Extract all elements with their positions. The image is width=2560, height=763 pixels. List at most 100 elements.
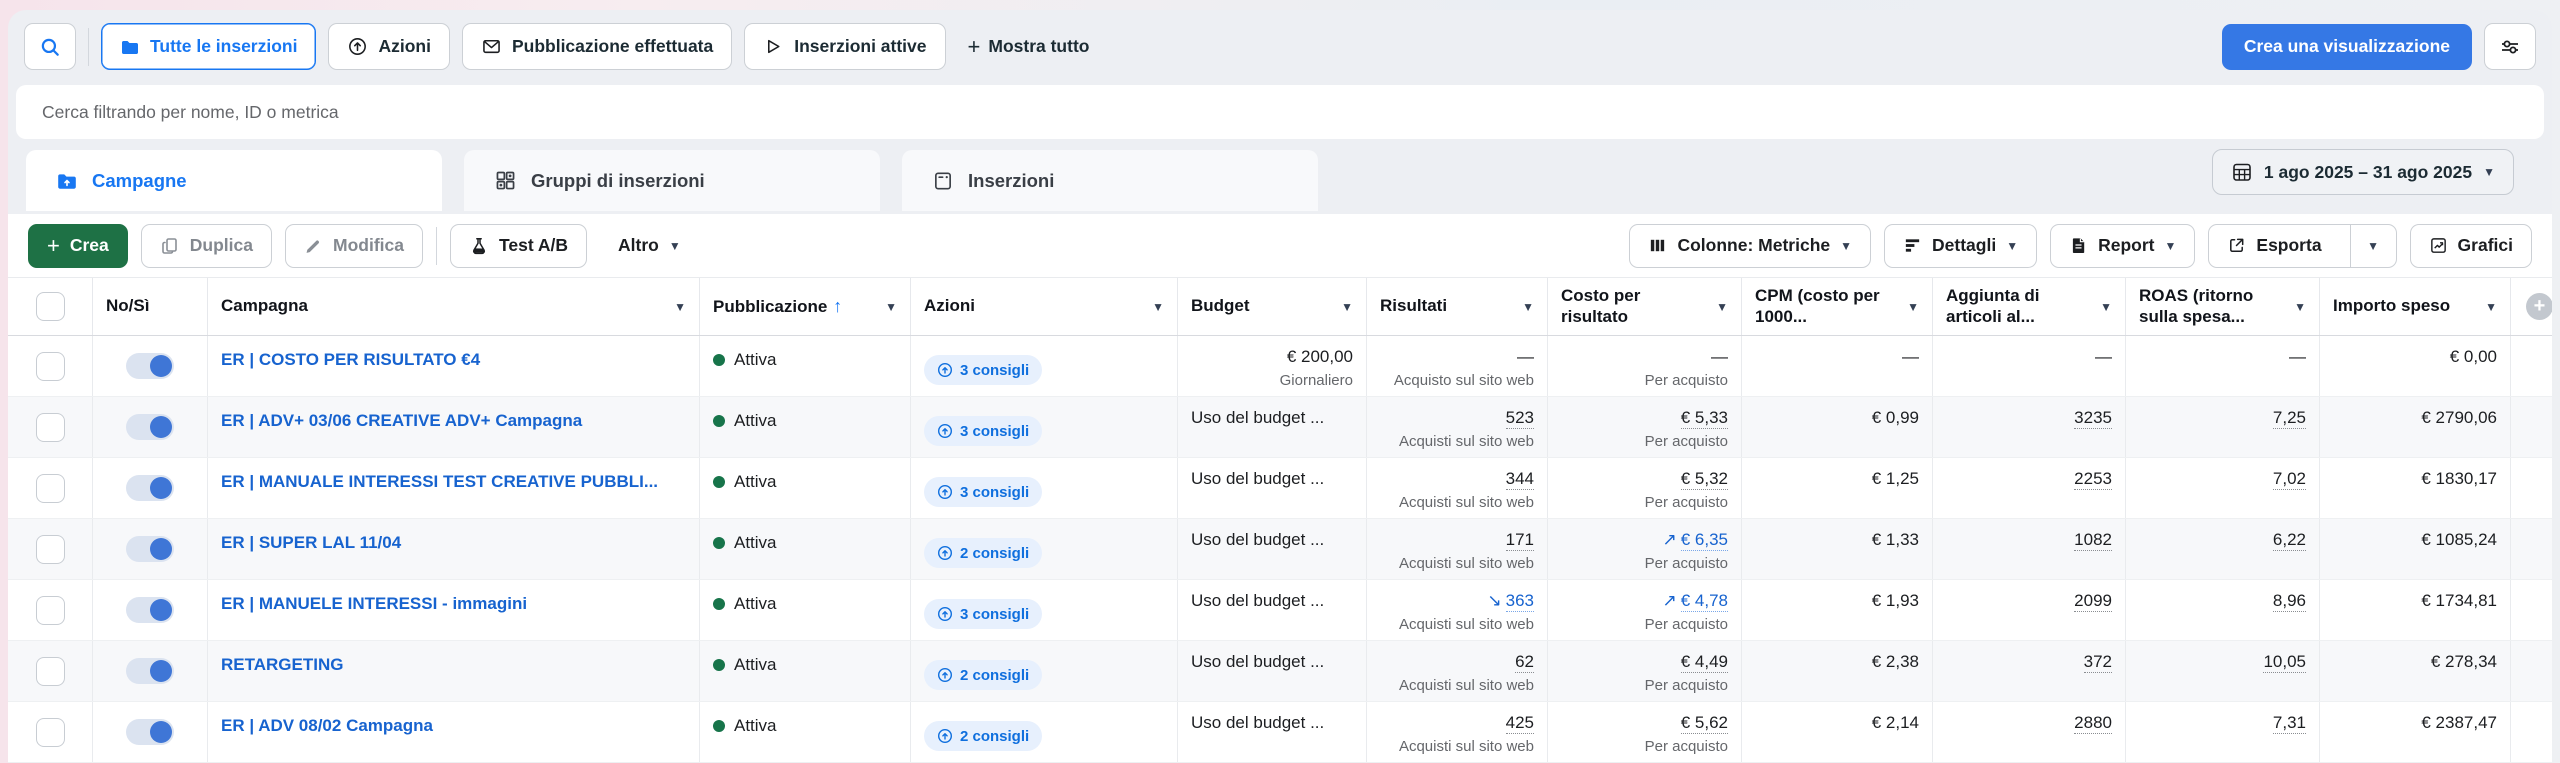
row-checkbox[interactable] (36, 535, 65, 564)
amount-spent-cell: € 278,34 (2320, 641, 2511, 701)
add-to-cart-cell: 1082 (1933, 519, 2126, 579)
results-value: 62 (1515, 652, 1534, 673)
tab-label: Campagne (92, 170, 187, 192)
filter-chip-active-ads[interactable]: Inserzioni attive (744, 23, 945, 70)
duplicate-button[interactable]: Duplica (141, 224, 272, 268)
filter-chip-all-ads[interactable]: Tutte le inserzioni (101, 23, 316, 70)
campaign-name-link[interactable]: ER | MANUELE INTERESSI - immagini (221, 594, 527, 614)
tab-gruppi-di-inserzioni[interactable]: Gruppi di inserzioni (464, 150, 880, 211)
col-header-aggiunta-articoli[interactable]: Aggiunta di articoli al... (1933, 278, 2126, 335)
tab-inserzioni[interactable]: Inserzioni (902, 150, 1318, 211)
row-checkbox[interactable] (36, 657, 65, 686)
add-column-icon[interactable]: + (2526, 293, 2552, 320)
charts-button[interactable]: Grafici (2410, 224, 2532, 268)
row-checkbox[interactable] (36, 352, 65, 381)
add-column-header[interactable]: + (2511, 278, 2552, 335)
status-label: Attiva (734, 716, 777, 736)
campaign-name-link[interactable]: RETARGETING (221, 655, 343, 675)
details-icon (1903, 236, 1922, 255)
create-view-button[interactable]: Crea una visualizzazione (2222, 24, 2472, 70)
add-to-cart-value: 1082 (2074, 530, 2112, 551)
campaign-name-link[interactable]: ER | COSTO PER RISULTATO €4 (221, 350, 480, 370)
col-header-azioni[interactable]: Azioni (911, 278, 1178, 335)
campaign-name-link[interactable]: ER | MANUALE INTERESSI TEST CREATIVE PUB… (221, 472, 658, 492)
filter-chip-delivery[interactable]: Pubblicazione effettuata (462, 23, 732, 70)
select-all-checkbox[interactable] (36, 292, 65, 321)
filters-settings-button[interactable] (2484, 23, 2536, 70)
more-button[interactable]: Altro (600, 224, 699, 268)
roas-value: 7,02 (2273, 469, 2306, 490)
table-body: ER | COSTO PER RISULTATO €4 Attiva 3 con… (8, 336, 2552, 763)
campaign-name-link[interactable]: ER | ADV+ 03/06 CREATIVE ADV+ Campagna (221, 411, 582, 431)
row-checkbox[interactable] (36, 718, 65, 747)
budget-value: Uso del budget ... (1191, 651, 1353, 673)
campaign-toggle[interactable] (126, 658, 174, 684)
results-cell: 344 Acquisti sul sito web (1367, 458, 1548, 518)
tab-campagne[interactable]: Campagne (26, 150, 442, 211)
search-bar (16, 85, 2544, 139)
table-panel: + Crea Duplica Modifica Test A/B Altro (8, 214, 2552, 763)
actions-cell: 2 consigli (911, 702, 1178, 762)
col-header-roas[interactable]: ROAS (ritorno sulla spesa... (2126, 278, 2320, 335)
export-button[interactable]: Esporta (2209, 225, 2339, 267)
search-input[interactable] (42, 102, 2518, 123)
row-checkbox[interactable] (36, 474, 65, 503)
col-header-campagna[interactable]: Campagna (208, 278, 700, 335)
filter-chip-actions[interactable]: Azioni (328, 23, 450, 70)
col-header-risultati[interactable]: Risultati (1367, 278, 1548, 335)
row-toggle-cell (93, 702, 208, 762)
recommendations-badge[interactable]: 3 consigli (924, 599, 1042, 629)
create-button[interactable]: + Crea (28, 224, 128, 268)
select-all-header[interactable] (8, 278, 93, 335)
campaign-name-link[interactable]: ER | SUPER LAL 11/04 (221, 533, 401, 553)
col-header-pubblicazione[interactable]: Pubblicazione (700, 278, 911, 335)
report-button[interactable]: Report (2050, 224, 2195, 268)
results-value: 523 (1506, 408, 1534, 429)
edit-button[interactable]: Modifica (285, 224, 423, 268)
recommendations-badge[interactable]: 3 consigli (924, 416, 1042, 446)
col-header-cpm[interactable]: CPM (costo per 1000... (1742, 278, 1933, 335)
row-checkbox[interactable] (36, 413, 65, 442)
recommendations-badge[interactable]: 2 consigli (924, 721, 1042, 751)
details-button[interactable]: Dettagli (1884, 224, 2037, 268)
recommendations-badge[interactable]: 2 consigli (924, 660, 1042, 690)
toggle-knob (150, 599, 172, 621)
results-cell: — Acquisto sul sito web (1367, 336, 1548, 396)
show-all-button[interactable]: + Mostra tutto (958, 36, 1100, 58)
export-options-button[interactable] (2350, 225, 2396, 267)
campaign-name-link[interactable]: ER | ADV 08/02 Campagna (221, 716, 433, 736)
cpm-value: € 2,14 (1755, 712, 1919, 734)
campaign-toggle[interactable] (126, 414, 174, 440)
recommendations-badge[interactable]: 2 consigli (924, 538, 1042, 568)
campaign-toggle[interactable] (126, 353, 174, 379)
empty-cell (2511, 458, 2552, 518)
amount-spent-value: € 1830,17 (2333, 468, 2497, 490)
ads-manager-panel: Tutte le inserzioni Azioni Pubblicazione… (8, 10, 2552, 763)
chevron-down-icon (2006, 240, 2018, 252)
recommendations-badge[interactable]: 3 consigli (924, 477, 1042, 507)
campaign-toggle[interactable] (126, 719, 174, 745)
campaign-toggle[interactable] (126, 536, 174, 562)
date-range-picker[interactable]: 1 ago 2025 – 31 ago 2025 (2212, 149, 2514, 195)
campaign-toggle[interactable] (126, 597, 174, 623)
col-header-budget[interactable]: Budget (1178, 278, 1367, 335)
cost-per-result-cell: ↗€ 6,35 Per acquisto (1548, 519, 1742, 579)
search-icon (39, 36, 61, 58)
columns-button[interactable]: Colonne: Metriche (1629, 224, 1871, 268)
tabs-bar: Campagne Gruppi di inserzioni Inserzioni… (8, 145, 2552, 211)
ab-test-button[interactable]: Test A/B (450, 224, 587, 268)
col-header-costo-per-risultato[interactable]: Costo per risultato (1548, 278, 1742, 335)
cpm-value: € 0,99 (1755, 407, 1919, 429)
plus-icon: + (47, 235, 60, 257)
search-button[interactable] (24, 23, 76, 70)
row-checkbox[interactable] (36, 596, 65, 625)
toggle-knob (150, 660, 172, 682)
campaign-toggle[interactable] (126, 475, 174, 501)
recommendations-badge[interactable]: 3 consigli (924, 355, 1042, 385)
col-header-importo-speso[interactable]: Importo speso (2320, 278, 2511, 335)
actions-cell: 2 consigli (911, 641, 1178, 701)
cpm-cell: € 0,99 (1742, 397, 1933, 457)
budget-value: Uso del budget ... (1191, 590, 1353, 612)
circle-arrow-up-icon (937, 484, 953, 500)
budget-value: Uso del budget ... (1191, 468, 1353, 490)
